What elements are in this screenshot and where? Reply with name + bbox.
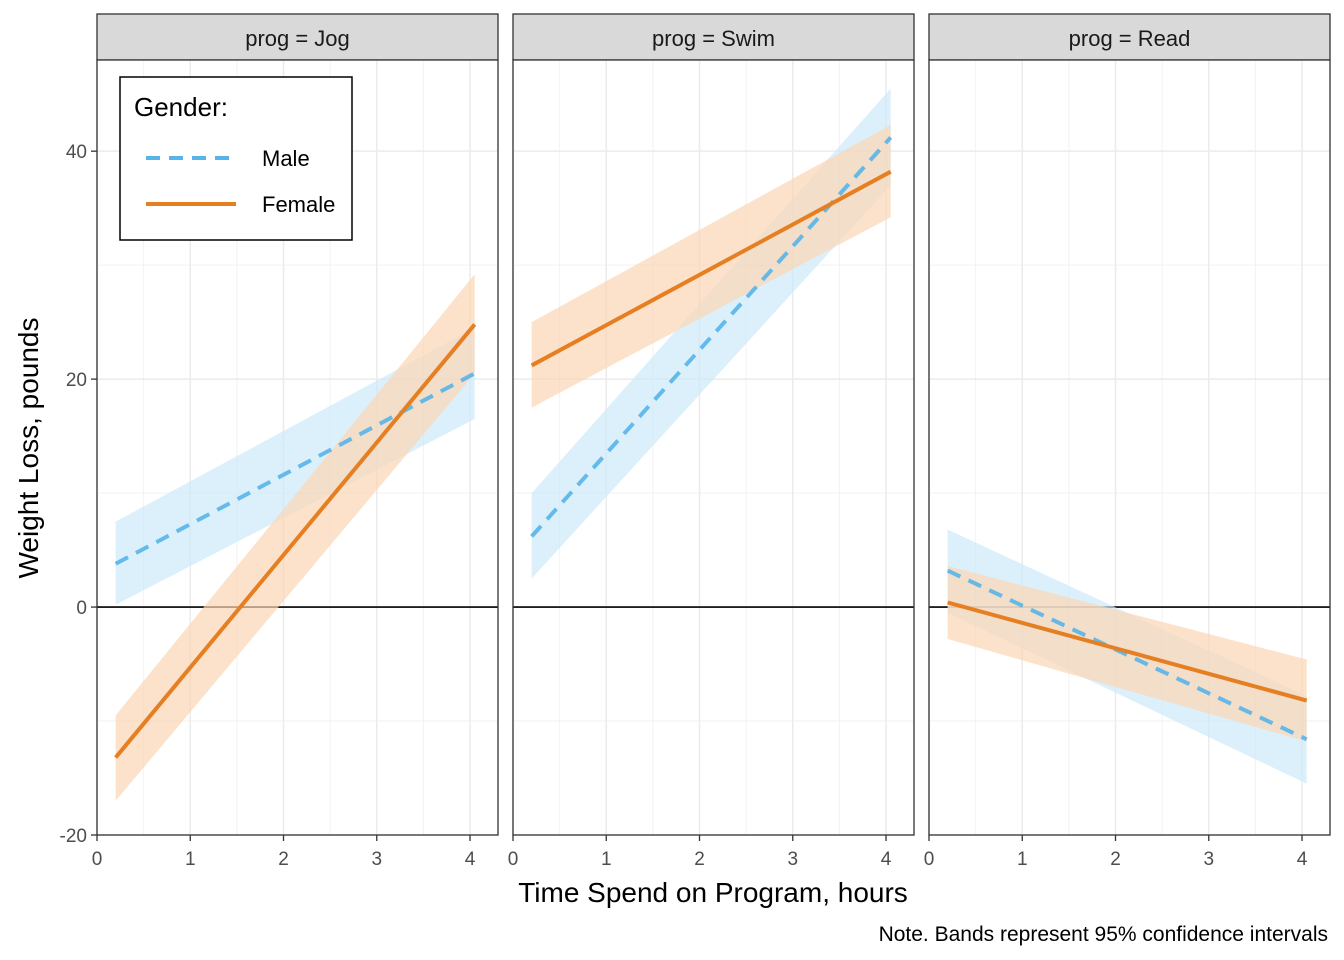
x-tick-label: 4	[1297, 849, 1308, 870]
panel-strip-label: prog = Read	[1069, 26, 1191, 51]
x-tick-label: 4	[881, 849, 892, 870]
y-tick-label: 20	[66, 370, 87, 391]
legend-female-label: Female	[262, 192, 335, 217]
y-tick-label: 0	[76, 598, 87, 619]
x-tick-label: 3	[787, 849, 798, 870]
panel-3: prog = Read 0 1 2 3 4	[924, 13, 1331, 870]
panel-strip	[512, 13, 915, 61]
legend-male-label: Male	[262, 146, 310, 171]
legend: Gender: Male Female	[119, 76, 353, 241]
x-tick-label: 3	[1203, 849, 1214, 870]
panel-strip-label: prog = Jog	[245, 26, 350, 51]
x-tick-label: 1	[1017, 849, 1028, 870]
panel-border	[928, 59, 1331, 836]
x-tick-label: 0	[508, 849, 519, 870]
x-tick-label: 2	[1110, 849, 1121, 870]
panel-2: prog = Swim 0 1 2 3 4	[508, 13, 915, 870]
series-line-female	[947, 600, 1308, 703]
x-tick-label: 2	[278, 849, 289, 870]
caption-note: Note. Bands represent 95% confidence int…	[879, 923, 1328, 946]
panel-strip	[928, 13, 1331, 61]
y-tick-label: -20	[60, 826, 87, 847]
series-line-male	[946, 568, 1308, 742]
legend-title: Gender:	[134, 92, 228, 122]
panel-border	[96, 59, 499, 836]
panel-border	[512, 59, 915, 836]
x-tick-label: 0	[92, 849, 103, 870]
x-tick-label: 0	[924, 849, 935, 870]
confidence-band-female	[115, 274, 475, 801]
y-axis: -20 0 20 40	[60, 142, 97, 847]
panel-strip	[96, 13, 499, 61]
y-axis-title: Weight Loss, pounds	[13, 318, 44, 579]
series-line-female	[530, 169, 892, 368]
x-tick-label: 3	[371, 849, 382, 870]
x-tick-label: 4	[465, 849, 476, 870]
x-axis-title: Time Spend on Program, hours	[518, 877, 908, 908]
panel-strip-label: prog = Swim	[652, 26, 775, 51]
series-line-female	[114, 323, 477, 759]
x-tick-label: 1	[601, 849, 612, 870]
x-tick-label: 2	[694, 849, 705, 870]
confidence-band-female	[531, 124, 891, 408]
x-tick-label: 1	[185, 849, 196, 870]
y-tick-label: 40	[66, 142, 87, 163]
